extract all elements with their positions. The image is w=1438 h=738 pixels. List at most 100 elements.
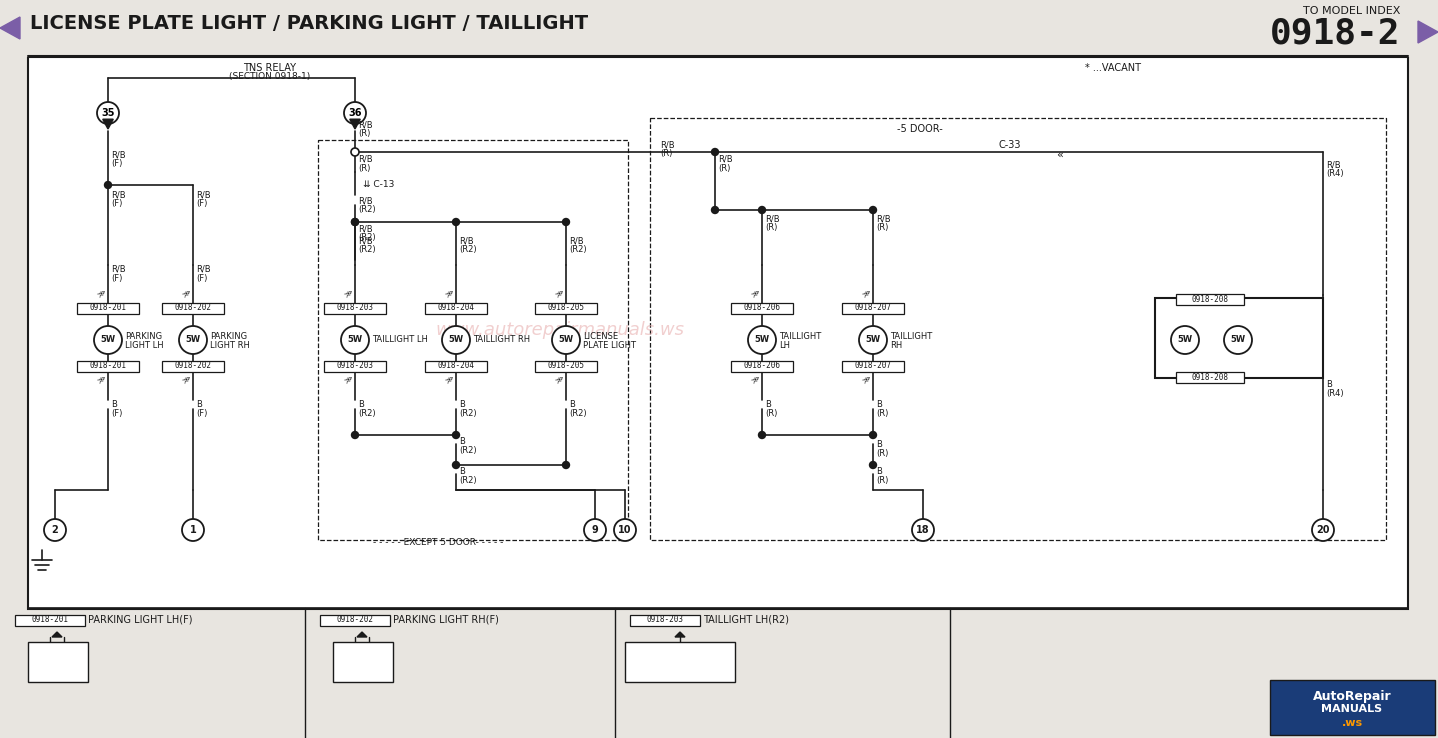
FancyBboxPatch shape (14, 615, 85, 626)
Text: RH: RH (890, 341, 902, 350)
Circle shape (341, 326, 370, 354)
Text: «: « (1057, 150, 1064, 160)
Text: 0918-202: 0918-202 (336, 615, 374, 624)
Text: 0918-203: 0918-203 (336, 362, 374, 370)
Circle shape (1311, 519, 1334, 541)
Bar (334, 642, 393, 682)
Circle shape (614, 519, 636, 541)
Text: (R2): (R2) (459, 245, 476, 254)
Circle shape (552, 326, 580, 354)
Text: R/B: R/B (1326, 160, 1340, 169)
Text: (F): (F) (111, 274, 122, 283)
Text: 0918-201: 0918-201 (32, 615, 69, 624)
Text: 18: 18 (916, 525, 930, 535)
Text: R/B: R/B (876, 214, 890, 223)
Circle shape (758, 207, 765, 213)
Text: TNS RELAY: TNS RELAY (243, 63, 296, 73)
FancyBboxPatch shape (321, 615, 390, 626)
Text: ≫: ≫ (342, 288, 355, 300)
Text: 5W: 5W (755, 336, 769, 345)
Text: 0918-203: 0918-203 (336, 303, 374, 312)
Circle shape (178, 326, 207, 354)
Text: ≫: ≫ (749, 288, 762, 300)
Circle shape (105, 182, 112, 188)
Text: * ...VACANT: * ...VACANT (1086, 63, 1140, 73)
Text: 0918-205: 0918-205 (548, 303, 584, 312)
Circle shape (712, 148, 719, 156)
Text: (R): (R) (765, 409, 778, 418)
FancyBboxPatch shape (1176, 294, 1244, 305)
Text: 0918-206: 0918-206 (743, 303, 781, 312)
FancyBboxPatch shape (162, 303, 224, 314)
Text: www.autorepairmanuals.ws: www.autorepairmanuals.ws (436, 321, 684, 339)
Text: 0918-201: 0918-201 (89, 303, 127, 312)
Text: 36: 36 (348, 108, 362, 118)
Text: 0918-201: 0918-201 (89, 362, 127, 370)
Circle shape (351, 218, 358, 226)
Bar (27, 642, 88, 682)
Text: AutoRepair: AutoRepair (1313, 690, 1392, 703)
Text: (SECTION 0918-1): (SECTION 0918-1) (230, 72, 311, 81)
Text: (F): (F) (196, 199, 207, 208)
Text: (R2): (R2) (569, 245, 587, 254)
Text: 5W: 5W (101, 336, 115, 345)
Circle shape (453, 218, 460, 226)
Text: B: B (876, 400, 881, 409)
Circle shape (712, 207, 719, 213)
Circle shape (584, 519, 605, 541)
Text: PLATE LIGHT: PLATE LIGHT (582, 341, 636, 350)
FancyBboxPatch shape (426, 360, 487, 371)
Text: LICENSE: LICENSE (1255, 332, 1290, 341)
Polygon shape (0, 17, 20, 39)
FancyBboxPatch shape (535, 303, 597, 314)
Text: 35: 35 (101, 108, 115, 118)
Text: ≫: ≫ (554, 288, 567, 300)
Text: R/B: R/B (569, 236, 584, 245)
Text: 0918-207: 0918-207 (854, 303, 892, 312)
Text: 0918-203: 0918-203 (647, 615, 683, 624)
Text: (R): (R) (876, 476, 889, 485)
FancyBboxPatch shape (78, 360, 139, 371)
Bar (1270, 680, 1435, 735)
FancyBboxPatch shape (324, 303, 385, 314)
Circle shape (1171, 326, 1199, 354)
Circle shape (351, 432, 358, 438)
Text: LICENSE: LICENSE (582, 332, 618, 341)
Text: -5 DOOR-: -5 DOOR- (897, 124, 943, 134)
Text: (R): (R) (765, 223, 778, 232)
Circle shape (748, 326, 777, 354)
Text: 0918-204: 0918-204 (437, 303, 475, 312)
Text: B: B (459, 437, 464, 446)
Circle shape (453, 461, 460, 469)
Text: W/G: W/G (636, 669, 651, 678)
FancyBboxPatch shape (78, 303, 139, 314)
Text: ≫: ≫ (96, 374, 108, 386)
Text: 1: 1 (190, 525, 197, 535)
Circle shape (96, 102, 119, 124)
Text: 10: 10 (618, 525, 631, 535)
Text: B: B (344, 658, 349, 666)
Text: B: B (1326, 380, 1332, 389)
Text: ≫: ≫ (444, 288, 456, 300)
Text: - - - - - EXCEPT 5 DOOR- - - - -: - - - - - EXCEPT 5 DOOR- - - - - (372, 538, 503, 547)
Circle shape (870, 432, 877, 438)
Text: (R): (R) (876, 449, 889, 458)
Bar (318, 140, 628, 540)
FancyBboxPatch shape (731, 303, 792, 314)
Text: ≫: ≫ (181, 288, 193, 300)
Text: ≫: ≫ (181, 374, 193, 386)
Text: (R2): (R2) (358, 205, 375, 214)
Polygon shape (674, 632, 684, 637)
Text: *: * (705, 658, 709, 666)
FancyBboxPatch shape (535, 360, 597, 371)
Circle shape (758, 432, 765, 438)
Circle shape (441, 326, 470, 354)
FancyBboxPatch shape (843, 303, 905, 314)
Text: TAILLIGHT: TAILLIGHT (890, 332, 932, 341)
Text: (R2): (R2) (459, 409, 476, 418)
Text: (F): (F) (196, 274, 207, 283)
Text: ≫: ≫ (444, 374, 456, 386)
Text: R/B: R/B (196, 265, 210, 274)
Text: 0918-208: 0918-208 (1192, 294, 1228, 303)
Circle shape (858, 326, 887, 354)
